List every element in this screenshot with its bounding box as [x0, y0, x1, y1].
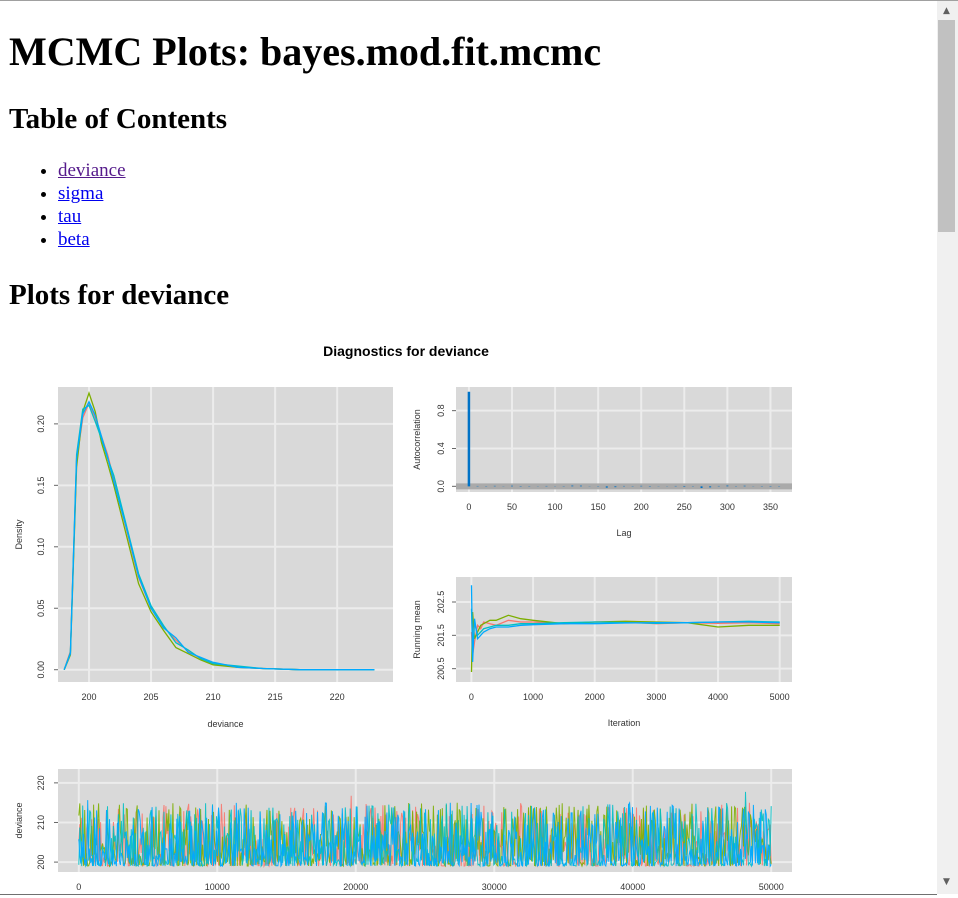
trace-x-tick-label: 40000 [620, 882, 645, 892]
density-y-tick-label: 0.10 [36, 538, 46, 556]
density-x-tick-label: 210 [206, 692, 221, 702]
toc-heading: Table of Contents [9, 103, 228, 135]
toc-link-beta[interactable]: beta [58, 229, 90, 250]
autocorrelation-x-tick-label: 0 [466, 502, 471, 512]
page-viewport: MCMC Plots: bayes.mod.fit.mcmc Table of … [0, 1, 937, 894]
running-mean-x-tick-label: 1000 [523, 692, 543, 702]
trace-x-tick-label: 0 [76, 882, 81, 892]
trace-x-tick-label: 30000 [482, 882, 507, 892]
running-mean-y-tick-label: 201.5 [436, 624, 446, 647]
trace-y-tick-label: 220 [36, 775, 46, 790]
autocorrelation-x-tick-label: 350 [763, 502, 778, 512]
table-of-contents: deviance sigma tau beta [0, 159, 126, 251]
running-mean-x-tick-label: 0 [469, 692, 474, 702]
toc-item: sigma [58, 182, 126, 205]
toc-item: tau [58, 205, 126, 228]
autocorrelation-x-tick-label: 300 [720, 502, 735, 512]
scroll-up-arrow-icon[interactable]: ▲ [943, 6, 950, 16]
running-mean-x-tick-label: 5000 [770, 692, 790, 702]
density-y-tick-label: 0.20 [36, 415, 46, 433]
autocorrelation-x-tick-label: 50 [507, 502, 517, 512]
trace-y-axis-label: deviance [14, 802, 24, 838]
running-mean-panel [456, 577, 792, 682]
page-title: MCMC Plots: bayes.mod.fit.mcmc [9, 29, 602, 74]
density-x-tick-label: 200 [82, 692, 97, 702]
density-y-tick-label: 0.05 [36, 599, 46, 617]
density-series-line [63, 400, 375, 671]
trace-x-tick-label: 50000 [759, 882, 784, 892]
density-x-axis-label: deviance [207, 719, 243, 729]
trace-y-tick-label: 200 [36, 855, 46, 870]
density-series-line [63, 391, 375, 671]
toc-item: deviance [58, 159, 126, 182]
running-mean-y-tick-label: 202.5 [436, 591, 446, 614]
scroll-down-arrow-icon[interactable]: ▼ [943, 877, 950, 887]
scrollbar-thumb[interactable] [938, 20, 955, 232]
density-y-axis-label: Density [14, 519, 24, 550]
autocorrelation-panel [456, 387, 792, 492]
density-x-tick-label: 215 [268, 692, 283, 702]
running-mean-x-axis-label: Iteration [608, 718, 641, 728]
figure-title: Diagnostics for deviance [323, 343, 489, 359]
running-mean-y-axis-label: Running mean [412, 600, 422, 659]
running-mean-x-tick-label: 3000 [646, 692, 666, 702]
autocorrelation-x-tick-label: 200 [634, 502, 649, 512]
density-x-tick-label: 205 [144, 692, 159, 702]
running-mean-series-line [470, 585, 780, 663]
autocorrelation-x-tick-label: 250 [677, 502, 692, 512]
trace-x-tick-label: 20000 [343, 882, 368, 892]
density-y-tick-label: 0.15 [36, 477, 46, 495]
toc-item: beta [58, 228, 126, 251]
section-heading-deviance: Plots for deviance [9, 279, 230, 311]
running-mean-y-tick-label: 200.5 [436, 657, 446, 680]
autocorrelation-y-tick-label: 0.8 [436, 404, 446, 417]
autocorrelation-x-tick-label: 100 [548, 502, 563, 512]
trace-x-tick-label: 10000 [205, 882, 230, 892]
running-mean-x-tick-label: 2000 [585, 692, 605, 702]
density-x-tick-label: 220 [330, 692, 345, 702]
autocorrelation-y-axis-label: Autocorrelation [412, 409, 422, 470]
toc-link-tau[interactable]: tau [58, 206, 82, 227]
toc-link-deviance[interactable]: deviance [58, 160, 126, 181]
running-mean-x-tick-label: 4000 [708, 692, 728, 702]
autocorrelation-y-tick-label: 0.0 [436, 480, 446, 493]
trace-y-tick-label: 210 [36, 815, 46, 830]
toc-link-sigma[interactable]: sigma [58, 183, 104, 204]
autocorrelation-y-tick-label: 0.4 [436, 442, 446, 455]
autocorrelation-x-axis-label: Lag [616, 528, 631, 538]
trace-series-line [78, 800, 772, 868]
autocorrelation-x-tick-label: 150 [591, 502, 606, 512]
density-panel [58, 387, 393, 682]
diagnostics-figure: Diagnostics for deviance 200 205 210 215 220… [14, 343, 792, 892]
density-y-tick-label: 0.00 [36, 661, 46, 679]
